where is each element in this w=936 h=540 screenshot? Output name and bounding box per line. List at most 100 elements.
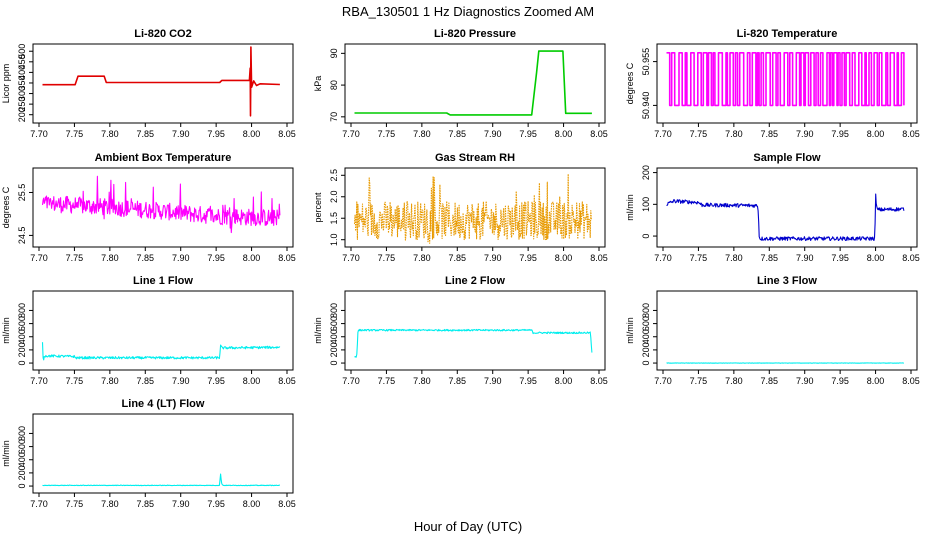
y-axis-label: Licor ppm [1,64,11,104]
x-tick-label: 7.80 [725,253,743,263]
x-tick-label: 7.75 [690,253,708,263]
y-axis-label: degrees C [1,186,11,228]
series-line-boxtemp [41,175,281,234]
x-tick-label: 7.75 [66,253,84,263]
x-tick-label: 8.05 [278,499,296,509]
x-tick-label: 8.05 [590,129,608,139]
x-tick-label: 8.05 [590,376,608,386]
panel-title: Line 4 (LT) Flow [122,398,205,410]
plot-frame [344,290,606,371]
x-tick-label: 7.75 [66,376,84,386]
x-tick-label: 7.75 [66,499,84,509]
y-tick-label: 600 [17,316,27,331]
plot-frame [656,43,918,124]
x-tick-label: 7.85 [137,129,155,139]
y-tick-label: 200 [17,465,27,480]
y-tick-label: 800 [329,303,339,318]
x-tick-label: 8.00 [555,376,573,386]
x-tick-label: 7.75 [378,129,396,139]
panel-title: Line 3 Flow [757,275,817,287]
panel-title: Li-820 CO2 [134,28,191,40]
panel-sampleflow: Sample Flow ml/min 7.70 7.75 7.80 7.85 7.90 7.9… [625,152,920,263]
y-tick-label: 400 [17,452,27,467]
panel-title: Ambient Box Temperature [95,152,232,164]
x-tick-label: 8.00 [243,376,261,386]
y-axis-label: ml/min [625,317,635,344]
y-tick-label: 24.5 [17,227,27,245]
x-tick-label: 7.95 [519,253,537,263]
x-tick-label: 7.80 [101,253,119,263]
x-tick-label: 7.85 [137,499,155,509]
x-tick-label: 7.90 [172,253,190,263]
x-tick-label: 7.85 [137,376,155,386]
y-tick-label: 800 [641,303,651,318]
y-tick-label: 400 [641,329,651,344]
x-tick-label: 7.70 [342,129,360,139]
y-axis-label: ml/min [313,317,323,344]
x-tick-label: 7.80 [413,253,431,263]
panel-boxtemp: Ambient Box Temperature degrees C 7.70 7.75… [1,152,296,263]
series-line-line2 [354,328,593,358]
y-tick-label: 2.5 [329,169,339,182]
y-axis-label: ml/min [625,194,635,221]
y-tick-label: 0 [17,361,27,366]
y-tick-label: 90 [329,48,339,58]
series-line-line1 [41,342,281,361]
plot-frame [656,290,918,371]
panel-pressure: Li-820 Pressure kPa 7.70 7.75 7.80 7.85 7.90 7.… [313,28,608,139]
y-tick-label: 800 [17,426,27,441]
x-tick-label: 7.80 [101,499,119,509]
panel-temperature: Li-820 Temperature degrees C 7.70 7.75 7.80 7… [625,28,920,139]
x-tick-label: 7.70 [30,129,48,139]
x-tick-label: 7.70 [30,499,48,509]
x-tick-label: 7.90 [172,499,190,509]
y-tick-label: 70 [329,112,339,122]
panel-title: Gas Stream RH [435,152,515,164]
panel-line1: Line 1 Flow ml/min 7.70 7.75 7.80 7.85 7.90 7.9… [1,275,296,386]
x-tick-label: 8.00 [555,253,573,263]
y-axis-label: degrees C [625,62,635,104]
y-tick-label: 450 [17,54,27,69]
x-tick-label: 7.80 [101,129,119,139]
x-tick-label: 7.80 [725,129,743,139]
x-tick-label: 7.95 [831,253,849,263]
x-tick-label: 7.85 [449,253,467,263]
x-tick-label: 7.90 [484,253,502,263]
y-axis-label: percent [313,192,323,223]
x-tick-label: 7.85 [761,253,779,263]
plot-frame [344,167,606,248]
x-tick-label: 7.95 [207,253,225,263]
y-tick-label: 25.5 [17,184,27,202]
x-tick-label: 7.75 [378,376,396,386]
x-tick-label: 7.95 [207,376,225,386]
panel-title: Li-820 Pressure [434,28,516,40]
y-tick-label: 200 [329,342,339,357]
panel-line4: Line 4 (LT) Flow ml/min 7.70 7.75 7.80 7.85 7.… [1,398,296,509]
x-tick-label: 7.90 [172,376,190,386]
x-tick-label: 7.75 [378,253,396,263]
y-tick-label: 1.5 [329,212,339,225]
x-tick-label: 8.00 [867,129,885,139]
y-axis-label: ml/min [1,440,11,467]
x-tick-label: 7.70 [654,253,672,263]
panel-title: Line 1 Flow [133,275,193,287]
y-tick-label: 400 [329,329,339,344]
x-tick-label: 7.80 [413,376,431,386]
y-tick-label: 50.955 [641,48,651,76]
x-tick-label: 8.00 [867,253,885,263]
panel-line2: Line 2 Flow ml/min 7.70 7.75 7.80 7.85 7.90 7.9… [313,275,608,386]
x-tick-label: 7.85 [449,129,467,139]
y-tick-label: 600 [17,439,27,454]
x-tick-label: 7.90 [796,253,814,263]
y-tick-label: 0 [641,361,651,366]
y-tick-label: 1.0 [329,233,339,246]
plot-frame [32,167,294,248]
x-tick-label: 7.95 [519,376,537,386]
x-tick-label: 7.90 [484,376,502,386]
x-tick-label: 7.95 [207,129,225,139]
x-tick-label: 8.00 [243,129,261,139]
x-tick-label: 7.90 [796,129,814,139]
x-tick-label: 7.85 [449,376,467,386]
x-tick-label: 7.70 [342,253,360,263]
